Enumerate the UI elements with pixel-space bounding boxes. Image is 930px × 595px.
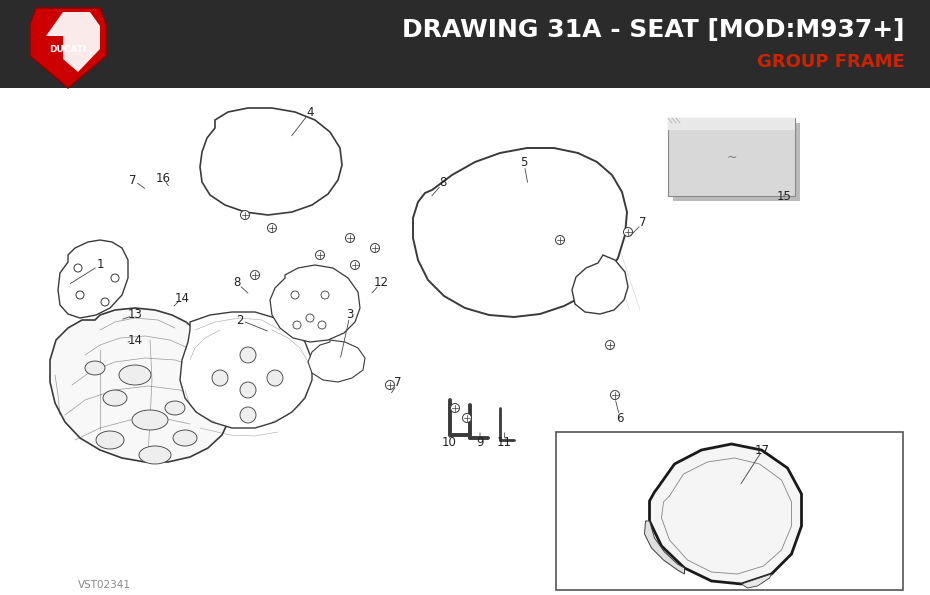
Text: 9: 9	[476, 437, 484, 449]
Bar	[673, 123, 800, 201]
Ellipse shape	[119, 365, 151, 385]
Polygon shape	[270, 265, 360, 342]
Circle shape	[605, 340, 615, 349]
Text: 11: 11	[497, 437, 512, 449]
Polygon shape	[741, 574, 772, 588]
Circle shape	[76, 291, 84, 299]
Text: 17: 17	[754, 444, 769, 458]
Circle shape	[267, 370, 283, 386]
Circle shape	[623, 227, 632, 236]
Text: GROUP FRAME: GROUP FRAME	[757, 53, 905, 71]
Text: 12: 12	[374, 277, 389, 290]
Circle shape	[321, 291, 329, 299]
Circle shape	[240, 382, 256, 398]
Text: 6: 6	[617, 412, 624, 424]
Ellipse shape	[103, 390, 127, 406]
Ellipse shape	[85, 361, 105, 375]
Circle shape	[111, 274, 119, 282]
Bar	[668, 118, 795, 196]
Ellipse shape	[173, 430, 197, 446]
Circle shape	[351, 261, 360, 270]
Text: 5: 5	[520, 156, 527, 170]
Polygon shape	[649, 444, 802, 584]
Text: 14: 14	[175, 292, 190, 305]
Circle shape	[268, 224, 276, 233]
Text: 14: 14	[127, 334, 142, 346]
Circle shape	[293, 321, 301, 329]
Polygon shape	[644, 521, 684, 574]
Ellipse shape	[96, 431, 124, 449]
Polygon shape	[46, 12, 100, 72]
Circle shape	[386, 380, 394, 390]
Text: 8: 8	[233, 277, 241, 290]
Text: 15: 15	[777, 190, 791, 203]
Text: VST02341: VST02341	[78, 580, 131, 590]
Text: ~: ~	[726, 151, 737, 164]
Polygon shape	[572, 255, 628, 314]
Circle shape	[315, 250, 325, 259]
Circle shape	[241, 211, 249, 220]
Circle shape	[555, 236, 565, 245]
Circle shape	[240, 407, 256, 423]
Text: 10: 10	[442, 437, 457, 449]
Circle shape	[101, 298, 109, 306]
Ellipse shape	[132, 410, 168, 430]
Circle shape	[212, 370, 228, 386]
Text: 7: 7	[394, 377, 402, 390]
Text: 2: 2	[236, 314, 244, 327]
Circle shape	[306, 314, 314, 322]
Circle shape	[291, 291, 299, 299]
Circle shape	[240, 347, 256, 363]
Ellipse shape	[165, 401, 185, 415]
Text: 8: 8	[439, 177, 446, 189]
Circle shape	[250, 271, 259, 280]
Text: DRAWING 31A - SEAT [MOD:M937+]: DRAWING 31A - SEAT [MOD:M937+]	[403, 18, 905, 42]
Circle shape	[318, 321, 326, 329]
Circle shape	[74, 264, 82, 272]
Bar	[0, 0, 930, 88]
Ellipse shape	[139, 446, 171, 464]
Text: 7: 7	[129, 174, 137, 186]
Polygon shape	[308, 340, 365, 382]
Polygon shape	[30, 8, 106, 88]
Polygon shape	[200, 108, 342, 215]
Bar	[668, 118, 795, 130]
Text: 7: 7	[639, 217, 646, 230]
Text: 13: 13	[127, 308, 142, 321]
Text: 3: 3	[346, 308, 353, 321]
Circle shape	[450, 403, 459, 412]
Polygon shape	[180, 312, 312, 428]
Text: 1: 1	[96, 258, 104, 271]
Circle shape	[462, 414, 472, 422]
Polygon shape	[413, 148, 627, 317]
Circle shape	[610, 390, 619, 399]
Polygon shape	[58, 240, 128, 318]
Circle shape	[346, 233, 354, 243]
Text: 16: 16	[155, 171, 170, 184]
Bar	[556, 432, 903, 590]
Circle shape	[370, 243, 379, 252]
Text: 4: 4	[306, 105, 313, 118]
Text: DUCATI: DUCATI	[49, 45, 86, 55]
Polygon shape	[50, 308, 232, 462]
